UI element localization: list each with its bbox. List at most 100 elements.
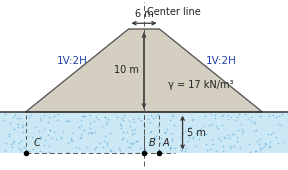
Point [12, 127, 16, 130]
Point [7, 135, 12, 137]
Point [148, 141, 153, 143]
Point [7, 121, 12, 124]
Point [120, 119, 125, 122]
Point [87, 114, 92, 116]
Text: A: A [162, 138, 169, 148]
Point [26, 116, 31, 119]
Point [22, 145, 26, 148]
Point [221, 114, 226, 116]
Point [183, 130, 188, 133]
Point [126, 146, 131, 148]
Point [213, 149, 218, 152]
Point [277, 115, 281, 118]
Point [16, 142, 21, 144]
Point [257, 142, 261, 145]
Point [186, 140, 191, 143]
Point [229, 115, 233, 118]
Point [103, 116, 107, 118]
Point [13, 114, 18, 116]
Point [201, 125, 206, 127]
Point [197, 137, 202, 140]
Point [168, 146, 173, 149]
Point [93, 147, 97, 150]
Point [93, 131, 98, 133]
Point [234, 115, 239, 118]
Point [121, 130, 126, 133]
Point [125, 140, 130, 142]
Point [156, 112, 160, 115]
Point [197, 127, 202, 130]
Point [163, 132, 168, 135]
Point [131, 120, 136, 123]
Point [190, 117, 195, 120]
Point [171, 114, 176, 116]
Point [164, 128, 169, 131]
Point [59, 136, 63, 139]
Point [101, 146, 105, 148]
Point [139, 118, 144, 121]
Point [121, 113, 126, 116]
Point [65, 150, 70, 153]
Point [70, 139, 74, 142]
Point [254, 150, 258, 152]
Point [96, 117, 100, 120]
Text: 5 m: 5 m [187, 128, 206, 138]
Point [266, 133, 270, 135]
Point [37, 149, 42, 152]
Point [257, 114, 262, 117]
Point [132, 127, 137, 130]
Point [229, 146, 233, 149]
Point [281, 141, 286, 144]
Point [119, 126, 124, 129]
Point [120, 116, 124, 119]
Point [82, 129, 86, 131]
Point [214, 125, 218, 128]
Point [135, 140, 139, 143]
Point [276, 142, 281, 144]
Point [142, 146, 146, 149]
Point [260, 147, 265, 150]
Point [213, 116, 217, 119]
Point [266, 145, 271, 148]
Point [26, 150, 31, 153]
Point [194, 132, 198, 135]
Point [65, 141, 70, 144]
Point [238, 122, 243, 125]
Point [107, 131, 112, 134]
Text: Center line: Center line [147, 7, 200, 17]
Point [16, 123, 20, 126]
Point [105, 141, 109, 144]
Point [134, 140, 139, 142]
Point [178, 136, 183, 139]
Point [240, 127, 245, 130]
Point [257, 149, 262, 151]
Point [251, 130, 256, 133]
Point [38, 135, 43, 138]
Point [48, 129, 53, 131]
Point [70, 132, 75, 135]
Point [187, 134, 191, 137]
Point [127, 120, 132, 122]
Point [47, 115, 52, 118]
Point [206, 123, 211, 126]
Point [118, 122, 122, 125]
Point [128, 124, 132, 127]
Point [221, 136, 226, 139]
Point [29, 113, 33, 116]
Point [232, 145, 236, 147]
Point [210, 122, 215, 125]
Point [10, 115, 15, 118]
Point [203, 115, 208, 118]
Point [180, 149, 184, 152]
Point [226, 114, 230, 116]
Point [218, 139, 222, 142]
Point [148, 120, 153, 123]
Point [215, 137, 220, 139]
Point [253, 122, 258, 124]
Text: 6 m: 6 m [134, 10, 154, 20]
Point [131, 117, 136, 120]
Point [51, 115, 56, 117]
Polygon shape [26, 29, 262, 112]
Point [145, 117, 150, 120]
Point [149, 144, 153, 147]
